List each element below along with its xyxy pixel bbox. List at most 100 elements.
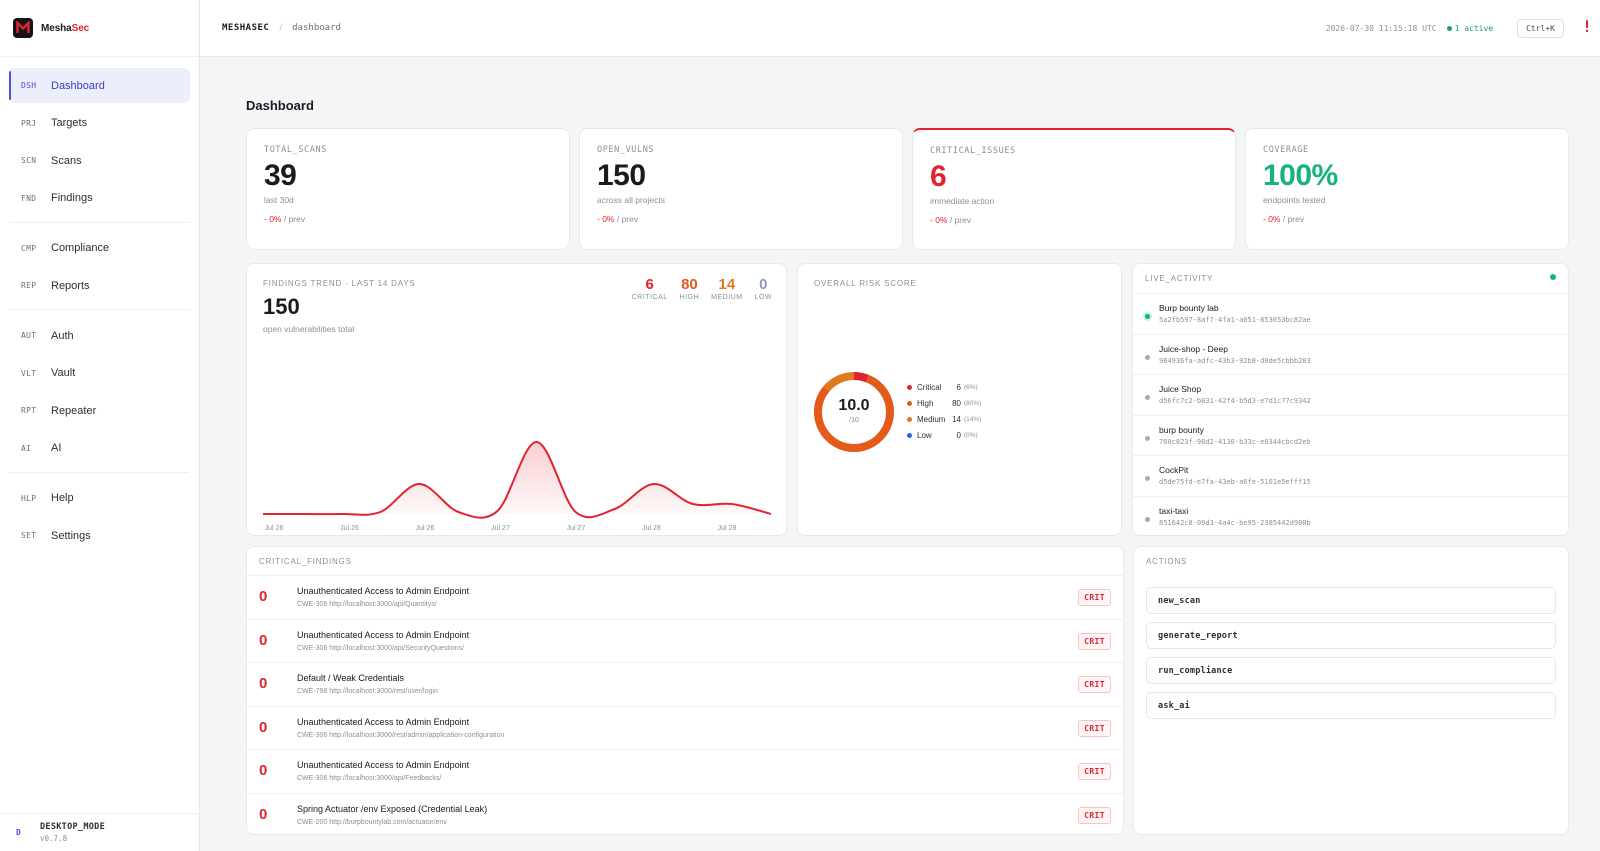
brand[interactable]: MeshaSec xyxy=(0,0,199,57)
live-activity-item[interactable]: Juice-shop - Deep 964936fa-adfc-43b3-92b8… xyxy=(1133,333,1568,375)
finding-meta: CWE-200 http://burpbountylab.com/actuato… xyxy=(297,818,447,826)
critical-finding-row[interactable]: 0 Unauthenticated Access to Admin Endpoin… xyxy=(247,618,1123,663)
finding-score: 0 xyxy=(259,675,268,692)
breadcrumb-root[interactable]: MESHASEC xyxy=(222,23,270,33)
risk-score-value: 10.0 xyxy=(838,397,870,414)
severity-medium: 14 MEDIUM xyxy=(711,276,742,301)
sidebar-item-ai[interactable]: AI AI xyxy=(9,431,190,466)
legend-dot-icon xyxy=(907,432,912,438)
scan-name: CockPit xyxy=(1159,465,1189,476)
sidebar-item-scans[interactable]: SCN Scans xyxy=(9,143,190,178)
trend-title: FINDINGS TREND - LAST 14 DAYS xyxy=(263,279,416,288)
sidebar-item-vault[interactable]: VLT Vault xyxy=(9,356,190,391)
generate-report-button[interactable]: generate_report xyxy=(1146,622,1556,649)
critical-finding-row[interactable]: 0 Spring Actuator /env Exposed (Credentia… xyxy=(247,792,1123,837)
sidebar-item-help[interactable]: HLP Help xyxy=(9,481,190,516)
live-activity-item[interactable]: Juice Shop d56fc7c2-b831-42f4-b5d3-e7d1c7… xyxy=(1133,374,1568,415)
sidebar-item-auth[interactable]: AUT Auth xyxy=(9,318,190,353)
status-dot-icon xyxy=(1145,435,1150,441)
finding-meta: CWE-306 http://localhost:3000/api/Quanti… xyxy=(297,601,437,608)
trend-total: 150 xyxy=(263,294,300,319)
sidebar-item-findings[interactable]: FND Findings xyxy=(9,181,190,216)
stat-card-coverage[interactable]: COVERAGE 100% endpoints tested - 0% / prev xyxy=(1245,128,1569,250)
live-activity-item[interactable]: CockPit d5de75fd-e7fa-43eb-a6fe-5101e5eff… xyxy=(1133,455,1568,496)
stat-card-total-scans[interactable]: TOTAL_SCANS 39 last 30d - 0% / prev xyxy=(246,128,570,250)
severity-critical: 6 CRITICAL xyxy=(632,276,668,301)
risk-donut-chart xyxy=(814,372,894,452)
trend-area xyxy=(263,441,771,518)
sidebar-item-label: Repeater xyxy=(51,404,97,417)
critical-finding-row[interactable]: 0 Unauthenticated Access to Admin Endpoin… xyxy=(247,575,1123,619)
findings-trend-chart: Jul 26 Jul 26 Jul 26 Jul 27 Jul 27 Jul 28 Jul … xyxy=(262,440,772,532)
sidebar-item-code: AI xyxy=(21,443,32,453)
sidebar-item-dashboard[interactable]: DSH Dashboard xyxy=(9,68,190,103)
stat-delta: - 0% / prev xyxy=(597,214,885,224)
stat-value: 100% xyxy=(1263,159,1338,192)
x-tick-label: Jul 28 xyxy=(718,525,737,532)
sidebar-item-label: Dashboard xyxy=(51,79,105,92)
sidebar-item-settings[interactable]: SET Settings xyxy=(9,518,190,553)
sidebar-item-code: HLP xyxy=(21,493,37,503)
new-scan-button[interactable]: new_scan xyxy=(1146,587,1556,614)
sidebar-item-compliance[interactable]: CMP Compliance xyxy=(9,231,190,266)
bell-alert-icon[interactable] xyxy=(1584,19,1590,38)
finding-title: Spring Actuator /env Exposed (Credential… xyxy=(297,803,488,814)
legend-percent: (80%) xyxy=(964,399,982,407)
finding-score: 0 xyxy=(259,631,268,649)
scan-name: Juice Shop xyxy=(1159,384,1202,395)
top-header: MESHASEC / dashboard 2026-07-30 11:15:18… xyxy=(200,0,1600,57)
risk-legend: Critical 6 (6%) High 80 (80%) Medium 14 (14%) Low… xyxy=(907,379,981,443)
scan-name: Burp bounty lab xyxy=(1159,303,1219,314)
sidebar-item-label: Help xyxy=(51,492,74,504)
actions-card: ACTIONS new_scan generate_report run_compl… xyxy=(1133,546,1569,835)
scan-id: 851642c8-09d3-4a4c-be95-2385442d908b xyxy=(1159,518,1311,527)
finding-title: Unauthenticated Access to Admin Endpoint xyxy=(297,760,470,770)
finding-title: Unauthenticated Access to Admin Endpoint xyxy=(297,586,470,596)
sidebar-item-repeater[interactable]: RPT Repeater xyxy=(9,393,190,428)
clock-timestamp: 2026-07-30 11:15:18 UTC xyxy=(1325,24,1437,33)
critical-finding-row[interactable]: 0 Default / Weak Credentials CWE-798 http:… xyxy=(247,662,1123,706)
legend-name: Medium xyxy=(917,414,946,424)
active-scans-indicator[interactable]: 1 active xyxy=(1446,24,1493,33)
sidebar-item-label: Compliance xyxy=(51,242,110,254)
severity-badge: CRIT xyxy=(1078,719,1111,737)
legend-name: Low xyxy=(917,430,932,440)
live-activity-item[interactable]: taxi-taxi 851642c8-09d3-4a4c-be95-2385442… xyxy=(1133,495,1568,537)
risk-score-max: /10 xyxy=(849,417,859,424)
legend-count: 0 xyxy=(956,430,961,440)
donut-slice-medium xyxy=(814,372,894,452)
stat-delta: - 0% / prev xyxy=(1263,214,1551,224)
sidebar-item-label: Scans xyxy=(51,154,82,167)
ask-ai-button[interactable]: ask_ai xyxy=(1146,692,1556,719)
scan-name: taxi-taxi xyxy=(1159,505,1189,516)
legend-percent: (14%) xyxy=(964,415,982,423)
stat-key: TOTAL_SCANS xyxy=(264,145,327,155)
scan-id: 5a2fb597-8af7-4fa1-a051-853053bc82ae xyxy=(1159,316,1311,325)
desktop-mode-footer[interactable]: D DESKTOP_MODE v0.7.8 xyxy=(0,813,200,851)
risk-legend-medium: Medium 14 (14%) xyxy=(907,411,981,427)
stat-delta-value: - 0% xyxy=(930,215,948,225)
critical-findings-title: CRITICAL_FINDINGS xyxy=(259,557,352,566)
live-activity-item[interactable]: burp bounty 760c823f-98d2-4130-b33c-e6344… xyxy=(1133,414,1568,456)
run-compliance-button[interactable]: run_compliance xyxy=(1146,657,1556,684)
risk-legend-critical: Critical 6 (6%) xyxy=(907,379,981,395)
stat-value: 6 xyxy=(930,160,947,193)
sidebar-item-targets[interactable]: PRJ Targets xyxy=(9,106,190,141)
finding-score: 0 xyxy=(259,588,268,605)
legend-dot-icon xyxy=(907,416,912,422)
legend-dot-icon xyxy=(907,400,912,406)
sidebar-item-code: SCN xyxy=(21,156,37,165)
stat-card-open-vulns[interactable]: OPEN_VULNS 150 across all projects - 0% / p… xyxy=(579,128,903,250)
legend-dot-icon xyxy=(907,384,912,390)
sidebar-item-reports[interactable]: REP Reports xyxy=(9,268,190,303)
sidebar-item-code: DSH xyxy=(21,81,37,90)
live-activity-item[interactable]: Burp bounty lab 5a2fb597-8af7-4fa1-a051-8… xyxy=(1133,293,1568,334)
sidebar-item-code: RPT xyxy=(21,406,37,415)
sidebar-item-label: Vault xyxy=(51,367,76,379)
critical-finding-row[interactable]: 0 Unauthenticated Access to Admin Endpoin… xyxy=(247,705,1123,750)
x-tick-label: Jul 26 xyxy=(416,525,435,532)
critical-finding-row[interactable]: 0 Unauthenticated Access to Admin Endpoin… xyxy=(247,749,1123,793)
sidebar-item-label: Settings xyxy=(51,529,91,542)
command-palette-button[interactable]: Ctrl+K xyxy=(1517,19,1564,38)
stat-card-critical-issues[interactable]: CRITICAL_ISSUES 6 immediate action - 0% / p… xyxy=(912,128,1236,250)
